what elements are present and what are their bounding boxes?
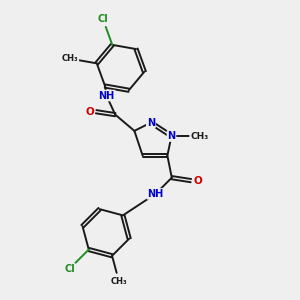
Text: N: N: [147, 118, 155, 128]
Text: O: O: [85, 107, 94, 117]
Text: CH₃: CH₃: [111, 278, 128, 286]
Text: O: O: [193, 176, 202, 186]
Text: NH: NH: [98, 91, 115, 100]
Text: NH: NH: [148, 189, 164, 199]
Text: N: N: [167, 131, 175, 141]
Text: Cl: Cl: [64, 264, 75, 274]
Text: Cl: Cl: [98, 14, 108, 24]
Text: CH₃: CH₃: [190, 131, 208, 140]
Text: CH₃: CH₃: [62, 54, 78, 63]
